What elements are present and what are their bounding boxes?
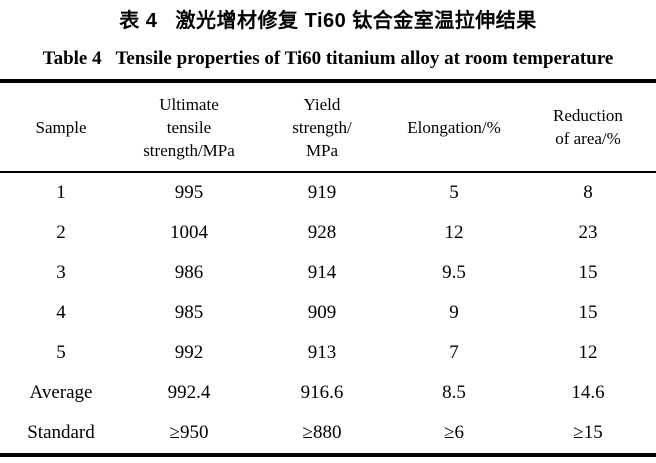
cell-yield: 916.6	[300, 382, 344, 403]
cell-sample: 2	[56, 222, 66, 243]
table-caption-english: Table 4 Tensile properties of Ti60 titan…	[42, 48, 614, 69]
table-caption-chinese: 表 4 激光增材修复 Ti60 钛合金室温拉伸结果	[119, 10, 537, 32]
cell-yield: 928	[307, 222, 337, 243]
cell-uts: 1004	[170, 222, 208, 243]
cell-reduction: 15	[578, 302, 598, 323]
col-header-sample: Sample	[0, 81, 122, 173]
table-row-sample-2: 2 1004 928 12 23	[0, 213, 656, 253]
cell-reduction: 15	[578, 262, 598, 283]
cell-uts: ≥950	[169, 422, 209, 443]
cell-yield: 909	[307, 302, 337, 323]
cell-yield: 914	[307, 262, 337, 283]
col-header-ultimate-tensile-strength: Ultimate tensile strength/MPa	[122, 81, 256, 173]
tensile-properties-table: Sample Ultimate tensile strength/MPa Yie…	[0, 79, 656, 457]
cell-elongation: 12	[444, 222, 464, 243]
cell-yield: 919	[307, 182, 337, 203]
cell-sample: Standard	[27, 422, 95, 443]
cell-elongation: 8.5	[442, 382, 466, 403]
cell-elongation: 7	[449, 342, 459, 363]
cell-reduction: ≥15	[573, 422, 603, 443]
cell-sample: 5	[56, 342, 66, 363]
table-row-sample-4: 4 985 909 9 15	[0, 293, 656, 333]
table-row-sample-1: 1 995 919 5 8	[0, 172, 656, 213]
table-row-average: Average 992.4 916.6 8.5 14.6	[0, 373, 656, 413]
col-header-elongation: Elongation/%	[388, 81, 520, 173]
cell-sample: 3	[56, 262, 66, 283]
cell-uts: 985	[174, 302, 204, 323]
table-row-sample-5: 5 992 913 7 12	[0, 333, 656, 373]
cell-uts: 992.4	[167, 382, 211, 403]
cell-reduction: 14.6	[571, 382, 605, 403]
cell-elongation: 9	[449, 302, 459, 323]
cell-elongation: ≥6	[444, 422, 464, 443]
col-header-yield-strength: Yield strength/ MPa	[256, 81, 388, 173]
cell-yield: ≥880	[302, 422, 342, 443]
cell-reduction: 8	[583, 182, 593, 203]
table-row-sample-3: 3 986 914 9.5 15	[0, 253, 656, 293]
cell-sample: 4	[56, 302, 66, 323]
cell-uts: 995	[174, 182, 204, 203]
table-row-standard: Standard ≥950 ≥880 ≥6 ≥15	[0, 413, 656, 455]
cell-yield: 913	[307, 342, 337, 363]
cell-reduction: 12	[578, 342, 598, 363]
cell-elongation: 5	[449, 182, 459, 203]
cell-reduction: 23	[578, 222, 598, 243]
col-header-reduction-of-area: Reduction of area/%	[520, 81, 656, 173]
cell-sample: 1	[56, 182, 66, 203]
cell-elongation: 9.5	[442, 262, 466, 283]
cell-sample: Average	[29, 382, 93, 403]
cell-uts: 992	[174, 342, 204, 363]
paper-page: 表 4 激光增材修复 Ti60 钛合金室温拉伸结果 Table 4 Tensil…	[0, 7, 656, 463]
cell-uts: 986	[174, 262, 204, 283]
table-header-row: Sample Ultimate tensile strength/MPa Yie…	[0, 81, 656, 173]
